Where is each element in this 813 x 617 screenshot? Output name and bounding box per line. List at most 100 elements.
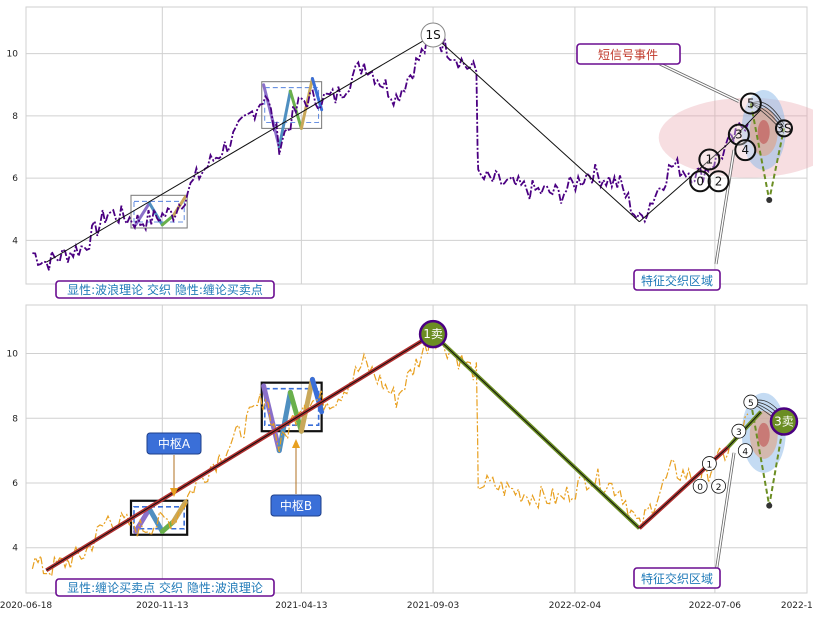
zone-arrow-inner [715, 452, 735, 574]
wave-point-label: 1 [707, 461, 713, 471]
callout-b-arrowhead [292, 439, 300, 448]
fan-line [750, 103, 785, 131]
wave-point-circle [739, 92, 762, 115]
zone-callout-box-bottom [633, 567, 721, 589]
callout-b-box [270, 494, 322, 517]
footer-label-box-bottom [55, 578, 275, 597]
wave-point-circle [689, 170, 712, 193]
zone-ellipse-red [757, 119, 770, 144]
wave-point-label: 4 [742, 448, 748, 458]
panel-top-price [32, 30, 749, 271]
signal-callout-box [576, 43, 681, 65]
x-tick-label: 2022-02-04 [549, 601, 602, 611]
wave-point-circle [698, 148, 721, 171]
sell-point-circle [769, 407, 799, 436]
fan-line [750, 103, 785, 134]
wave-segment [134, 201, 151, 227]
v-bottom-dot [766, 502, 773, 509]
panel-bottom-y-ticks: 4 6 8 10 [7, 350, 19, 554]
callout-a-box [146, 432, 202, 455]
callout-a-arrowhead [170, 488, 178, 497]
pivot-inner-box [133, 200, 185, 223]
x-tick-label: 2022-10-14 [781, 601, 813, 611]
zone-callout-bottom: 特征交织区域 [641, 571, 713, 586]
wave-point-label: 0 [696, 174, 704, 188]
footer-label-box [55, 280, 275, 299]
sell-point-label: 3卖 [774, 414, 794, 428]
peak-label: 1S [425, 28, 440, 42]
y-tick-label: 6 [12, 174, 18, 184]
wave-segment [299, 77, 314, 130]
wave-segment [277, 89, 292, 149]
wave-segment [133, 506, 152, 535]
wave-segment [309, 376, 325, 415]
panel-bottom-frame [25, 304, 808, 594]
zone-callout-box [633, 269, 721, 291]
zone-arrow-inner [715, 149, 735, 265]
wave-segment [146, 506, 165, 535]
peak-label: 1卖 [423, 327, 443, 341]
zigzag-segment [46, 333, 434, 571]
wave-point-circle [701, 456, 717, 471]
footer-label-top: 显性:波浪理论 交织 隐性:缠论买卖点 [67, 282, 263, 297]
callout-b: 中枢B [280, 498, 312, 513]
panel-top-wave-points: 012 34 5 3S 1S [420, 22, 793, 193]
wave-segment [160, 214, 175, 227]
zigzag-segment [46, 34, 434, 263]
wave-point-label: 0 [697, 483, 703, 493]
panel-bottom-wave-points: 0 1 2 34 5 3卖 1卖 [418, 319, 799, 494]
wave-point-circle [711, 478, 726, 494]
y-tick-label: 8 [12, 414, 18, 424]
x-tick-label: 2020-11-13 [136, 601, 188, 611]
x-axis-ticks: 2020-06-18 2020-11-13 2021-04-13 2021-09-03… [0, 601, 813, 611]
x-tick-label: 2020-06-18 [0, 601, 52, 611]
zigzag-segment [432, 333, 640, 529]
panel-top-grid [25, 7, 808, 284]
price-line [32, 30, 749, 271]
y-tick-label: 10 [7, 350, 19, 360]
wave-point-label: 2 [715, 174, 723, 188]
wave-point-label: 4 [741, 143, 749, 157]
panel-top-labels: 显性:波浪理论 交织 隐性:缠论买卖点 短信号事件 特征交织区域 [55, 43, 721, 299]
wave-point-label: 2 [716, 483, 722, 493]
wave-point-label: 3 [735, 128, 743, 142]
zone-callout-top: 特征交织区域 [641, 273, 713, 288]
zigzag-segment [432, 34, 640, 223]
price-line [31, 335, 749, 578]
wave-segment [288, 89, 303, 130]
x-tick-label: 2022-07-06 [689, 601, 742, 611]
pivot-inner-box [264, 87, 320, 123]
panel-bottom-labels: 显性:缠论买卖点 交织 隐性:波浪理论 中枢A 中枢B 特征交织区域 [55, 432, 721, 597]
wave-segment [310, 77, 324, 112]
wave-point-label: 5 [748, 399, 754, 409]
y-tick-label: 8 [12, 112, 18, 122]
panel-bottom-grid [25, 305, 808, 593]
wave-point-circle [692, 478, 708, 494]
wave-point-circle [731, 423, 747, 439]
wave-point-circle [737, 443, 753, 459]
y-tick-label: 6 [12, 479, 18, 489]
wave-point-circle [707, 170, 730, 193]
wave-point-label: 5 [747, 96, 755, 110]
footer-label-bottom: 显性:缠论买卖点 交织 隐性:波浪理论 [67, 580, 263, 595]
fan-line [750, 103, 785, 128]
y-tick-label: 4 [12, 236, 18, 246]
wave-segment [262, 83, 281, 149]
x-tick-label: 2021-09-03 [407, 601, 459, 611]
signal-callout: 短信号事件 [598, 48, 658, 62]
panel-top-y-ticks: 4 6 8 10 [7, 50, 19, 247]
wave-segment [170, 499, 188, 525]
peak-circle [420, 22, 446, 48]
zone-ellipse-red [757, 422, 770, 447]
panel-top-zigzag [46, 34, 762, 263]
wave-point-circle [774, 119, 793, 138]
wave-point-label: 3 [736, 428, 742, 438]
x-tick-label: 2021-04-13 [275, 601, 327, 611]
callout-a: 中枢A [158, 436, 191, 451]
y-tick-label: 4 [12, 544, 18, 554]
wave-segment [287, 389, 304, 434]
signal-arrow-inner [659, 63, 740, 103]
